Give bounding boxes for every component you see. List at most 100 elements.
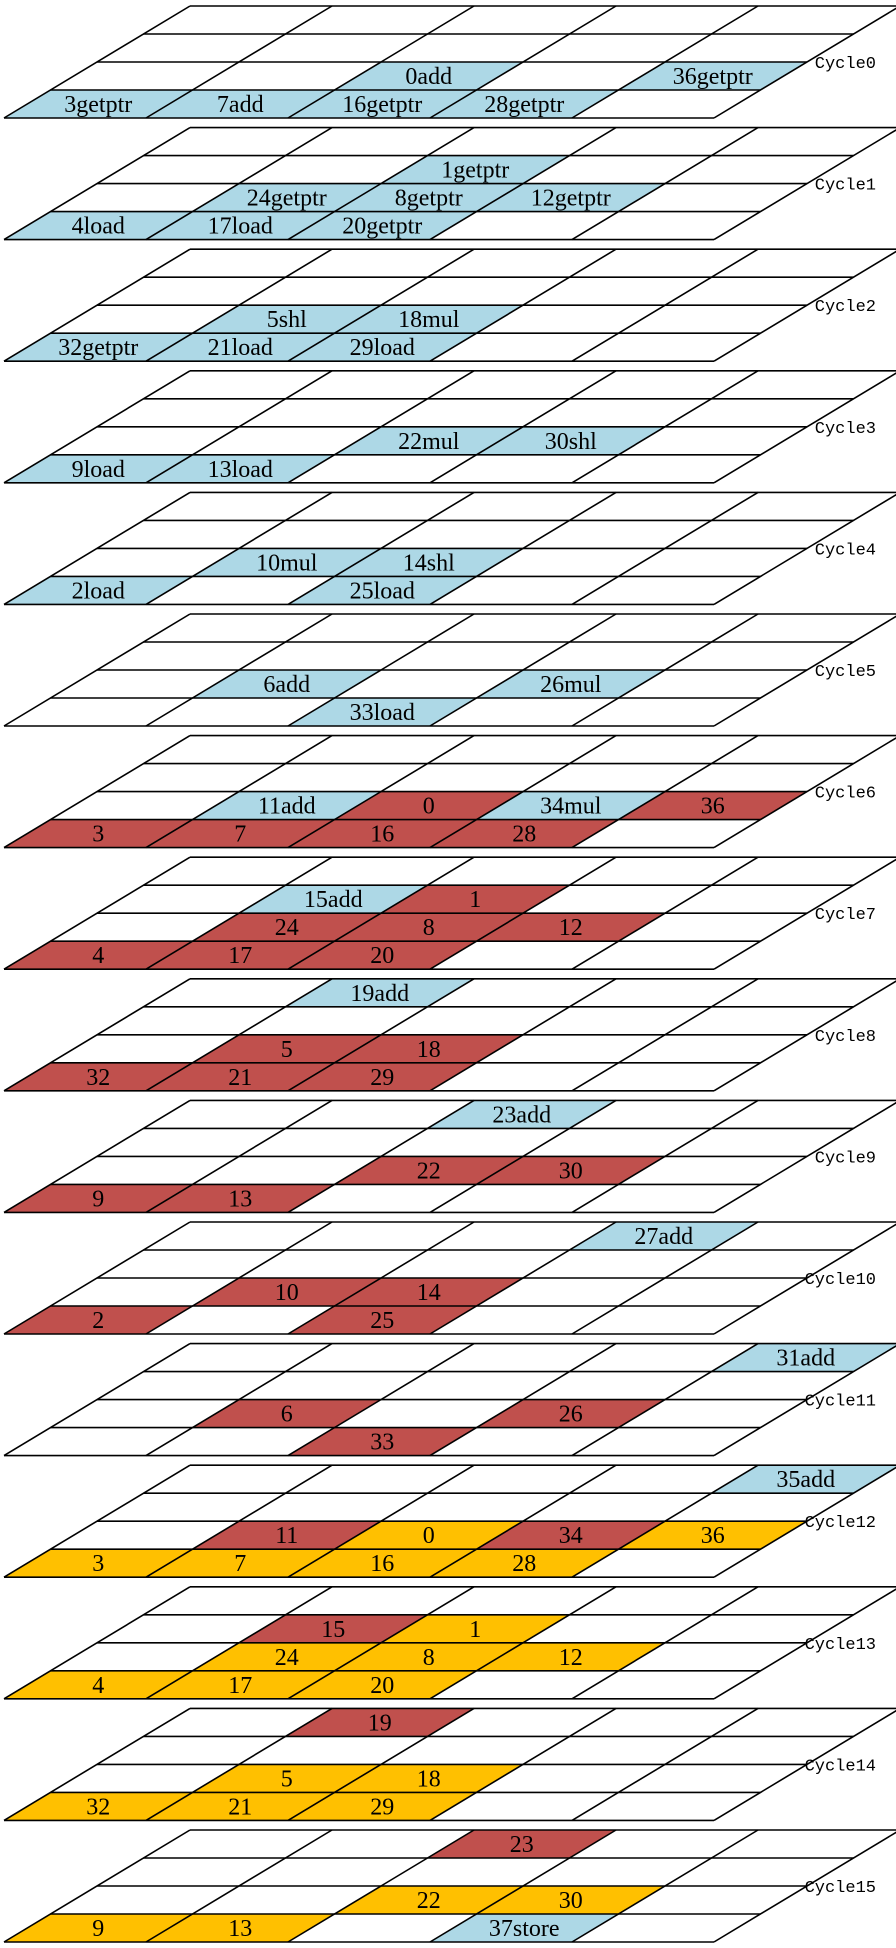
cell-label: 3getptr	[64, 92, 132, 118]
schedule-cell-red	[4, 819, 193, 848]
schedule-cell-cyan	[192, 670, 381, 698]
grid-column-line	[429, 978, 617, 1092]
schedule-cell-red	[146, 819, 335, 848]
cell-label: 12getptr	[531, 186, 611, 212]
cell-label: 14	[417, 1280, 441, 1306]
cell-label: 15	[321, 1617, 345, 1643]
schedule-cell-cyan	[192, 183, 381, 212]
cell-label: 13	[228, 1186, 252, 1212]
schedule-cell-red	[192, 1399, 381, 1428]
cell-label: 13	[228, 1916, 252, 1942]
grid-column-line	[429, 1586, 617, 1700]
grid-column-line	[713, 1101, 896, 1214]
cell-label: 10mul	[256, 550, 318, 576]
schedule-cell-red	[192, 1521, 381, 1550]
cycle-label: Cycle5	[815, 663, 876, 682]
cell-label: 8	[423, 1645, 435, 1671]
cell-label: 9	[92, 1916, 104, 1942]
grid-column-line	[145, 978, 333, 1092]
schedule-cell-cyan	[285, 978, 474, 1007]
schedule-cell-red	[476, 913, 665, 942]
grid-column-line	[713, 7, 896, 119]
grid-column-line	[429, 370, 617, 484]
cycle-plane: 19add 5 18 32 21 29 Cycle8	[3, 977, 896, 1092]
cell-label: 17	[228, 1673, 252, 1699]
cell-label: 0	[423, 794, 435, 820]
grid-column-line	[571, 1464, 759, 1578]
cell-label: 34mul	[540, 794, 602, 820]
cell-label: 2load	[72, 578, 125, 604]
schedule-cell-red	[427, 1830, 616, 1858]
schedule-cell-red	[288, 1427, 477, 1456]
schedule-cell-gold	[288, 1549, 477, 1578]
grid-column-line	[429, 734, 617, 849]
schedule-cell-red	[288, 1306, 477, 1334]
grid-column-line	[145, 1829, 333, 1943]
cell-label: 20	[370, 1673, 394, 1699]
grid-column-line	[713, 372, 896, 484]
cell-label: 0	[423, 1523, 435, 1549]
grid-column-line	[429, 613, 617, 727]
grid-column-line	[713, 980, 896, 1092]
cycle-plane: 23 22 30 9 13 37store Cycle15	[3, 1829, 896, 1943]
schedule-cell-cyan	[288, 211, 477, 240]
cell-label: 24getptr	[247, 186, 327, 212]
cell-label: 9	[92, 1186, 104, 1212]
grid-column-line	[3, 1829, 191, 1943]
schedule-cell-red	[288, 1062, 477, 1091]
schedule-cell-cyan	[618, 62, 807, 90]
cell-label: 33	[370, 1430, 394, 1456]
cycle-label: Cycle6	[815, 785, 876, 804]
cell-label: 6	[281, 1402, 293, 1428]
schedule-cell-cyan	[476, 426, 665, 455]
schedule-cell-red	[4, 1184, 193, 1213]
cell-label: 21	[228, 1794, 252, 1820]
grid-column-line	[429, 1707, 617, 1822]
schedule-cell-cyan	[430, 1914, 619, 1942]
schedule-cell-red	[618, 791, 807, 820]
grid-column-line	[571, 248, 759, 362]
cell-label: 31add	[776, 1346, 835, 1372]
grid-column-line	[287, 1464, 475, 1578]
schedule-cell-gold	[334, 1764, 523, 1793]
grid-column-line	[287, 856, 475, 970]
schedule-cell-gold	[288, 1792, 477, 1821]
cell-label: 26	[559, 1402, 583, 1428]
cell-label: 7add	[217, 92, 264, 118]
cell-label: 30	[559, 1158, 583, 1184]
grid-column-line	[145, 491, 333, 606]
cell-label: 21	[228, 1065, 252, 1091]
cell-label: 5	[281, 1037, 293, 1063]
schedule-cell-gold	[476, 1886, 665, 1914]
cell-label: 24	[275, 1645, 299, 1671]
schedule-cell-cyan	[146, 454, 335, 483]
cell-label: 29load	[350, 335, 415, 361]
grid-column-line	[429, 126, 617, 241]
schedule-cell-cyan	[4, 211, 193, 240]
grid-column-line	[571, 1221, 759, 1335]
cycle-plane: 19 5 18 32 21 29 Cycle14	[3, 1707, 896, 1822]
cycle-plane: 23add 22 30 9 13 Cycle9	[3, 1099, 896, 1214]
cell-label: 30	[559, 1888, 583, 1914]
cell-label: 4	[92, 943, 104, 969]
grid-column-line	[145, 5, 333, 119]
schedule-cell-red	[430, 819, 619, 848]
cycle-plane: 5shl 18mul 32getptr 21load 29load Cycle2	[3, 248, 896, 363]
grid-column-line	[713, 858, 896, 970]
grid-column-line	[429, 491, 617, 606]
grid-column-line	[713, 1831, 896, 1943]
grid-column-line	[287, 1342, 475, 1457]
grid-column-line	[3, 5, 191, 119]
grid-column-line	[571, 1586, 759, 1700]
schedule-cell-red	[288, 941, 477, 970]
grid-column-line	[429, 248, 617, 362]
schedule-cell-cyan	[476, 791, 665, 820]
cell-label: 32	[86, 1065, 110, 1091]
grid-column-line	[571, 1099, 759, 1214]
cell-label: 4load	[72, 214, 125, 240]
cell-label: 3	[92, 822, 104, 848]
schedule-cell-gold	[4, 1549, 193, 1578]
grid-column-line	[429, 1464, 617, 1578]
schedule-cell-cyan	[334, 305, 523, 334]
grid-column-line	[713, 1709, 896, 1822]
